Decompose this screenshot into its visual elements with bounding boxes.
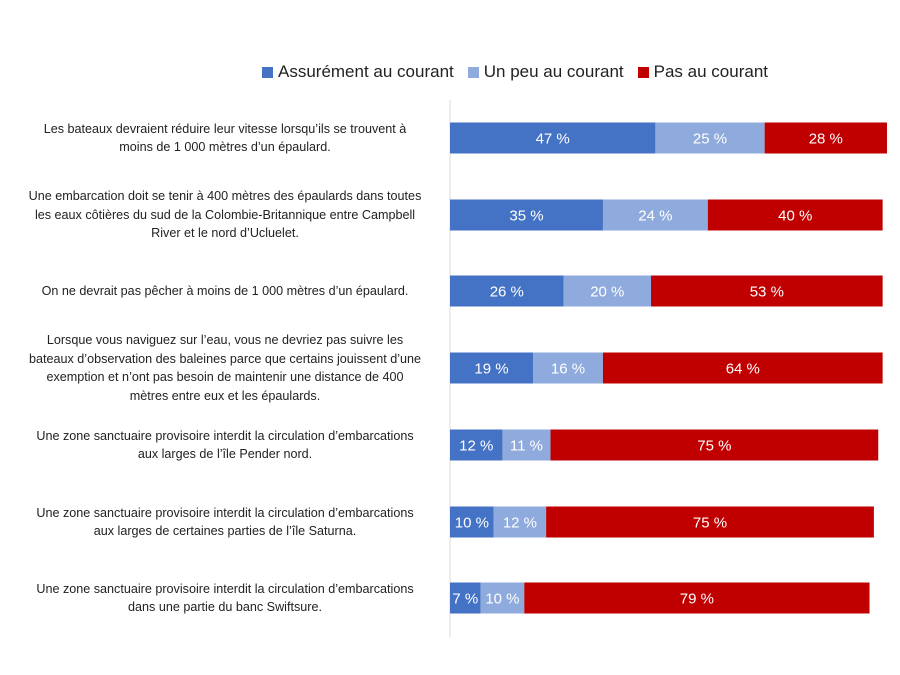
legend-swatch <box>261 66 273 78</box>
legend-swatch <box>637 66 649 78</box>
legend: Assurément au courant Un peu au courant Pa… <box>0 62 900 82</box>
data-label: 20 % <box>590 284 624 301</box>
category-label-line: mètres entre eux et les épaulards. <box>129 388 321 403</box>
data-label: 12 % <box>503 515 537 532</box>
category-label-line: Lorsque vous naviguez sur l’eau, vous ne… <box>46 333 404 347</box>
bar-segment <box>764 122 887 154</box>
bar-segment <box>502 429 551 461</box>
data-label: 19 % <box>474 361 508 378</box>
data-label: 7 % <box>452 591 478 608</box>
category-label-line: exemption et n’ont pas besoin de mainten… <box>46 370 404 384</box>
bar-segment <box>655 122 765 154</box>
data-label: 10 % <box>485 591 519 608</box>
data-label: 75 % <box>697 438 731 455</box>
bar-segment <box>450 429 503 461</box>
data-label: 25 % <box>693 131 727 148</box>
category-label-line: Une zone sanctuaire provisoire interdit … <box>36 428 414 443</box>
category-label: Lorsque vous naviguez sur l’eau, vous ne… <box>10 331 440 405</box>
legend-item: Un peu au courant <box>467 62 624 82</box>
category-label-line: On ne devrait pas pêcher à moins de 1 00… <box>41 283 409 298</box>
legend-item: Pas au courant <box>637 62 768 82</box>
data-label: 16 % <box>551 361 585 378</box>
category-label-line: les eaux côtières du sud de la Colombie-… <box>34 207 416 222</box>
category-label-line: aux larges de l’île Pender nord. <box>137 447 313 461</box>
category-label: Les bateaux devraient réduire leur vites… <box>10 120 440 157</box>
category-label-line: Une zone sanctuaire provisoire interdit … <box>36 505 414 520</box>
legend-label: Un peu au courant <box>483 62 624 81</box>
data-label: 26 % <box>490 284 524 301</box>
bar-segment <box>563 275 652 307</box>
bar-segment <box>707 199 883 231</box>
category-label: Une zone sanctuaire provisoire interdit … <box>10 504 440 541</box>
bar-segment <box>450 122 656 154</box>
legend-label: Assurément au courant <box>277 62 454 81</box>
category-label: Une zone sanctuaire provisoire interdit … <box>10 427 440 464</box>
category-label-line: bateaux d’observation des baleines parce… <box>28 351 422 366</box>
bar-segment <box>450 275 564 307</box>
bar-segment <box>450 582 481 614</box>
category-label: Une zone sanctuaire provisoire interdit … <box>10 580 440 617</box>
data-label: 12 % <box>459 438 493 455</box>
data-label: 79 % <box>680 591 714 608</box>
legend-swatch <box>467 66 479 78</box>
category-label-line: River et le nord d’Ucluelet. <box>151 226 299 241</box>
bar-segment <box>450 199 603 231</box>
category-label-line: Les bateaux devraient réduire leur vites… <box>43 121 407 136</box>
bar-segment <box>550 429 879 461</box>
bar-segment <box>602 199 708 231</box>
bar-segment <box>450 506 494 538</box>
category-label-line: Une zone sanctuaire provisoire interdit … <box>36 581 414 596</box>
bar-segment <box>651 275 883 307</box>
bar-segment <box>480 582 525 614</box>
data-label: 24 % <box>638 208 672 225</box>
bar-segment <box>493 506 547 538</box>
category-label: On ne devrait pas pêcher à moins de 1 00… <box>10 282 440 301</box>
category-label-line: Une embarcation doit se tenir à 400 mètr… <box>28 189 422 204</box>
legend-item: Assurément au courant <box>261 62 454 82</box>
data-label: 35 % <box>509 208 543 225</box>
data-label: 40 % <box>778 208 812 225</box>
data-label: 75 % <box>693 515 727 532</box>
category-label: Une embarcation doit se tenir à 400 mètr… <box>10 187 440 243</box>
category-label-line: dans une partie du banc Swiftsure. <box>128 600 322 614</box>
bar-segment <box>450 352 534 384</box>
category-label-line: aux larges de certaines parties de l’île… <box>93 524 357 538</box>
bar-segment <box>546 506 874 538</box>
category-label-line: moins de 1 000 mètres d’un épaulard. <box>119 140 331 154</box>
legend-label: Pas au courant <box>653 62 768 81</box>
bar-segment <box>533 352 603 384</box>
data-label: 28 % <box>809 131 843 148</box>
data-label: 53 % <box>750 284 784 301</box>
data-label: 11 % <box>510 438 543 455</box>
bar-segment <box>602 352 883 384</box>
data-label: 10 % <box>455 515 489 532</box>
data-label: 47 % <box>536 131 570 148</box>
bar-segment <box>524 582 870 614</box>
data-label: 64 % <box>726 361 760 378</box>
